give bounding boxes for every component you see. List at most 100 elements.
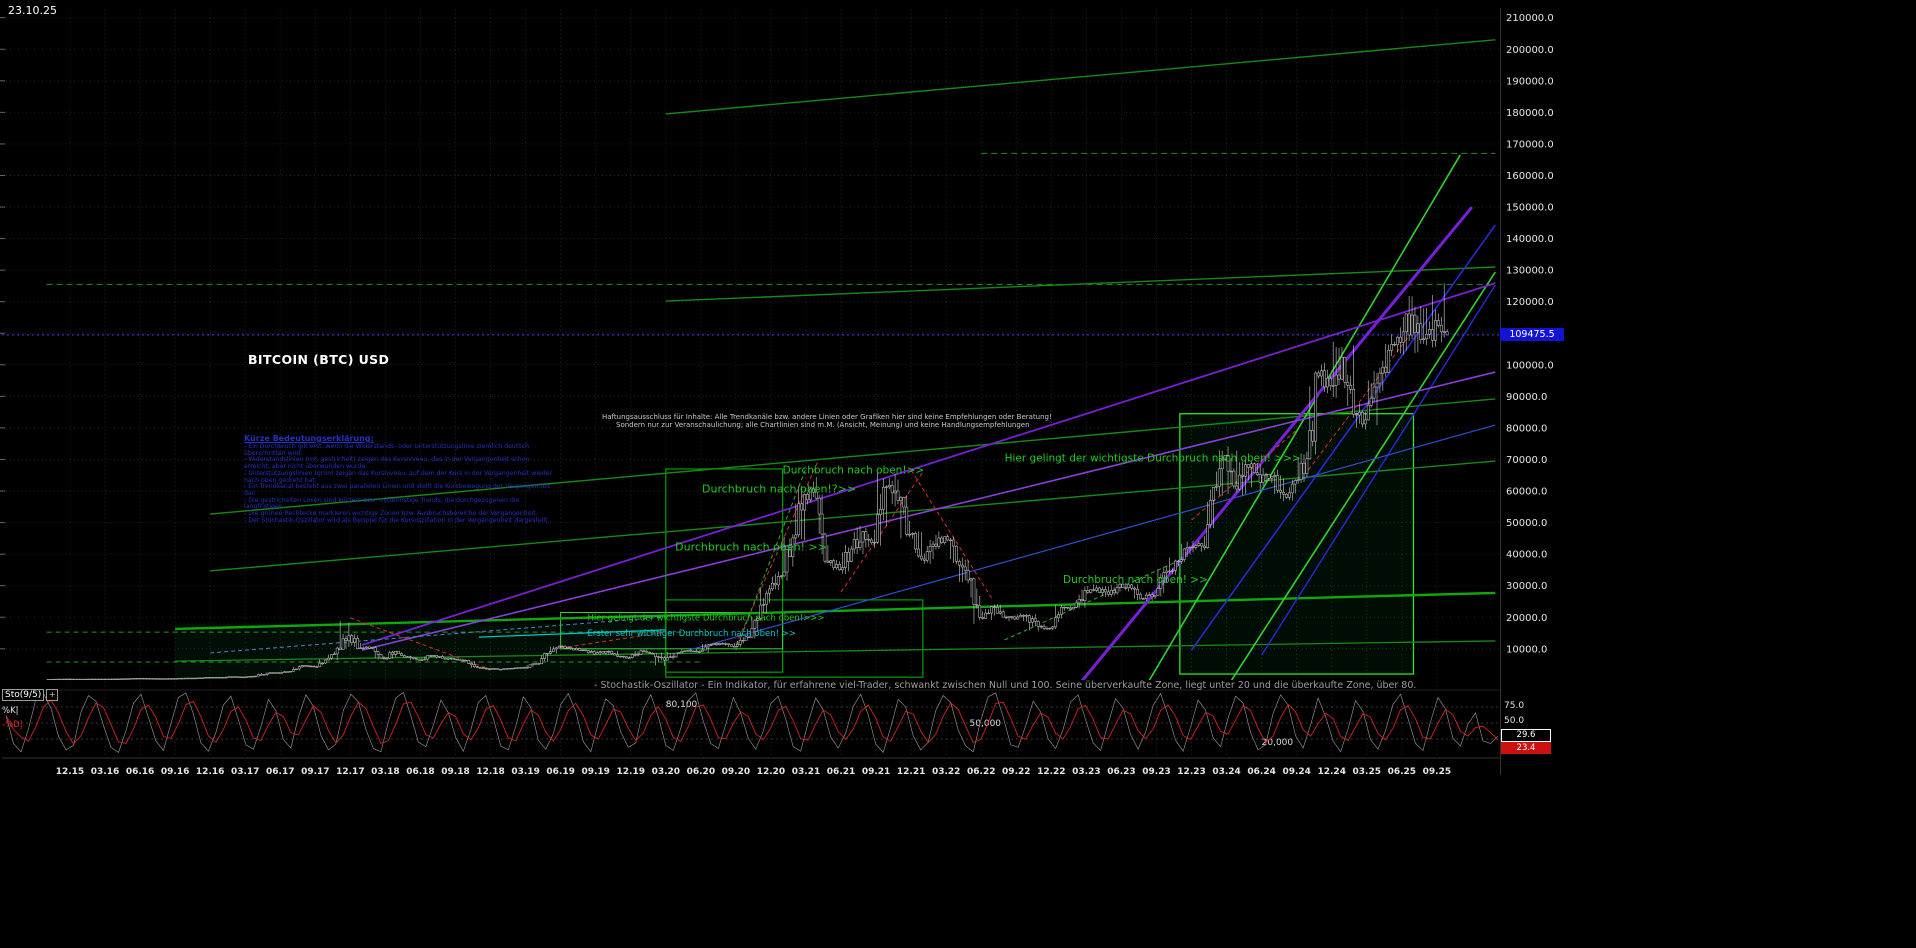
osc-level-label-75: 75.0 — [1504, 701, 1525, 711]
trend-lines — [175, 39, 1496, 680]
breakout-annotation: Erster sehr wichtiger Durchbruch nach ob… — [588, 629, 796, 639]
legend-line: - Unterstützungslinien (grün) zeigen das… — [244, 469, 553, 484]
legend-line: - Widerstandslinien (rot, gestrichelt) z… — [244, 456, 530, 471]
svg-text:09.25: 09.25 — [1423, 767, 1451, 777]
current-price-badge: 109475.5 — [1500, 327, 1564, 342]
stoch-k-line — [5, 691, 1498, 754]
svg-text:06.22: 06.22 — [967, 767, 995, 777]
breakout-annotation: Durchbruch nach oben!?>> — [702, 483, 856, 496]
legend-line: - Der Stochastik-Oszillator wird als Bei… — [244, 516, 550, 524]
svg-text:09.23: 09.23 — [1142, 767, 1170, 777]
svg-text:80000.0: 80000.0 — [1506, 423, 1547, 434]
svg-text:06.16: 06.16 — [126, 767, 154, 777]
svg-text:120000.0: 120000.0 — [1506, 297, 1554, 308]
svg-text:03.21: 03.21 — [792, 767, 820, 777]
svg-text:09.22: 09.22 — [1002, 767, 1030, 777]
svg-text:130000.0: 130000.0 — [1506, 266, 1554, 277]
svg-text:06.17: 06.17 — [266, 767, 294, 777]
stoch-k-label: %K| — [2, 706, 19, 716]
stoch-d-label: -%D| — [2, 720, 23, 730]
y-axis-labels: 10000.0 20000.0 30000.0 40000.0 50000.0 60000… — [1506, 13, 1554, 655]
breakout-annotation: Hier gelingt der wichtigste Durchbruch n… — [1005, 453, 1301, 465]
svg-text:03.25: 03.25 — [1353, 767, 1381, 777]
svg-text:50000.0: 50000.0 — [1506, 518, 1547, 529]
annotations: Durchbruch nach oben!?>> Durchbruch nach … — [588, 453, 1301, 639]
svg-text:210000.0: 210000.0 — [1506, 13, 1554, 24]
indicator-settings-icon[interactable]: + — [46, 689, 59, 701]
disclaimer-line-1: Haftungsausschluss für Inhalte: Alle Tre… — [602, 413, 1052, 421]
svg-text:06.25: 06.25 — [1388, 767, 1416, 777]
svg-text:200000.0: 200000.0 — [1506, 45, 1554, 56]
disclaimer-line-2: Sondern nur zur Veranschaulichung; alle … — [616, 421, 1030, 429]
svg-text:12.21: 12.21 — [897, 767, 925, 777]
svg-text:12.19: 12.19 — [617, 767, 645, 777]
svg-text:06.18: 06.18 — [406, 767, 434, 777]
svg-text:12.20: 12.20 — [757, 767, 785, 777]
svg-text:70000.0: 70000.0 — [1506, 455, 1547, 466]
svg-text:140000.0: 140000.0 — [1506, 234, 1554, 245]
svg-text:03.24: 03.24 — [1212, 767, 1240, 777]
osc-zone-label: 80,100 — [666, 700, 698, 710]
legend-lines: - Ein Durchbruch gilt erst, wenn die Wid… — [244, 443, 554, 524]
breakout-annotation: Durchbruch nach oben!>> — [783, 465, 925, 477]
svg-text:03.20: 03.20 — [652, 767, 680, 777]
legend-line: - Ein Durchbruch gilt erst, wenn die Wid… — [244, 443, 530, 457]
svg-text:12.23: 12.23 — [1177, 767, 1205, 777]
svg-text:12.16: 12.16 — [196, 767, 224, 777]
stoch-d-line — [5, 699, 1498, 745]
svg-text:40000.0: 40000.0 — [1506, 550, 1547, 561]
breakout-annotation: Durchbruch nach oben! >> — [675, 540, 827, 553]
breakout-annotation: Hier gelingt der wichtigste Durchbruch n… — [588, 614, 825, 624]
indicator-header: Sto(9/5) + — [2, 689, 59, 701]
instrument-title: BITCOIN (BTC) USD — [248, 352, 390, 367]
svg-text:03.23: 03.23 — [1072, 767, 1100, 777]
oscillator-caption: - Stochastik-Oszillator - Ein Indikator,… — [594, 680, 1417, 691]
svg-text:09.24: 09.24 — [1282, 767, 1310, 777]
svg-text:06.20: 06.20 — [687, 767, 715, 777]
svg-text:170000.0: 170000.0 — [1506, 139, 1554, 150]
horizontal-levels — [46, 152, 1496, 663]
svg-text:190000.0: 190000.0 — [1506, 76, 1554, 87]
zone-boxes — [175, 413, 1415, 679]
svg-text:12.24: 12.24 — [1317, 767, 1345, 777]
legend-line: - Ein Trendkanal besteht aus zwei parall… — [244, 483, 551, 497]
stoch-d-value-badge: 23.4 — [1501, 742, 1551, 754]
x-axis-labels: 12.15 03.16 06.16 09.16 12.16 03.17 06.17 09.17… — [56, 767, 1451, 777]
osc-zone-label: 50,000 — [970, 719, 1002, 729]
svg-text:06.21: 06.21 — [827, 767, 855, 777]
svg-text:03.22: 03.22 — [932, 767, 960, 777]
svg-text:03.16: 03.16 — [91, 767, 119, 777]
breakout-annotation: Durchbruch nach oben! >> — [1063, 574, 1208, 586]
svg-text:10000.0: 10000.0 — [1506, 644, 1547, 655]
legend-title: Kürze Bedeutungserklärung: — [244, 434, 374, 443]
svg-text:03.18: 03.18 — [371, 767, 399, 777]
svg-text:20000.0: 20000.0 — [1506, 613, 1547, 624]
legend-line: - Die gestrichelten Linien sind kürzere … — [244, 496, 520, 511]
svg-text:03.17: 03.17 — [231, 767, 259, 777]
svg-text:12.17: 12.17 — [336, 767, 364, 777]
svg-text:12.22: 12.22 — [1037, 767, 1065, 777]
svg-text:09.17: 09.17 — [301, 767, 329, 777]
svg-text:06.23: 06.23 — [1107, 767, 1135, 777]
indicator-label[interactable]: Sto(9/5) — [2, 689, 45, 701]
svg-text:30000.0: 30000.0 — [1506, 581, 1547, 592]
date-label: 23.10.25 — [8, 4, 57, 17]
svg-text:180000.0: 180000.0 — [1506, 108, 1554, 119]
svg-text:09.21: 09.21 — [862, 767, 890, 777]
svg-text:09.16: 09.16 — [161, 767, 189, 777]
svg-text:12.18: 12.18 — [476, 767, 504, 777]
legend-block: Kürze Bedeutungserklärung: - Ein Durchbr… — [244, 434, 554, 524]
svg-text:60000.0: 60000.0 — [1506, 487, 1547, 498]
svg-text:06.19: 06.19 — [546, 767, 574, 777]
svg-text:100000.0: 100000.0 — [1506, 360, 1554, 371]
stoch-k-value-badge: 29.6 — [1501, 729, 1551, 742]
svg-text:150000.0: 150000.0 — [1506, 203, 1554, 214]
svg-text:90000.0: 90000.0 — [1506, 392, 1547, 403]
candles — [46, 283, 1449, 680]
svg-text:06.24: 06.24 — [1247, 767, 1275, 777]
osc-zone-label: 20,000 — [1262, 738, 1294, 748]
svg-text:09.20: 09.20 — [722, 767, 750, 777]
svg-text:09.18: 09.18 — [441, 767, 469, 777]
